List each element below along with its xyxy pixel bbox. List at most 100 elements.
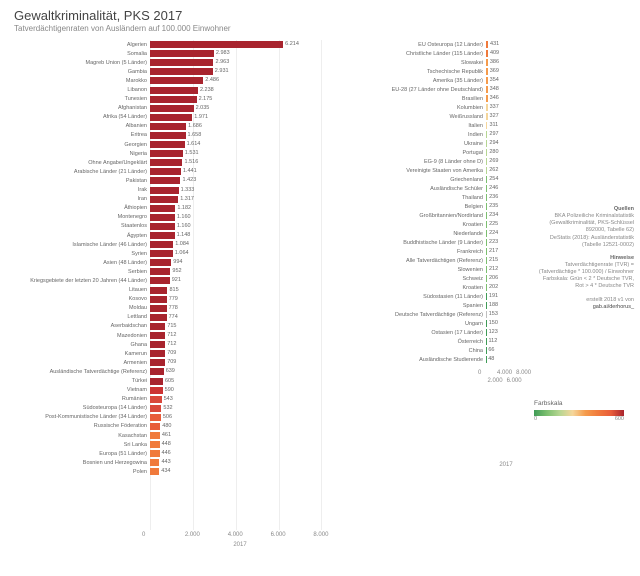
bar-row: Magreb Union (5 Länder)2.963 <box>0 58 340 67</box>
bar-area: 709 <box>150 359 330 366</box>
bar-row: Indien297 <box>348 130 528 139</box>
bar <box>150 87 198 94</box>
bar-row: Ausländische Tatverdächtige (Referenz)63… <box>0 367 340 376</box>
bar-area: 1.064 <box>150 250 330 257</box>
bar-label: Indien <box>348 132 486 138</box>
bar-label: Ausländische Tatverdächtige (Referenz) <box>0 369 150 375</box>
bar-row: Europa (51 Länder)446 <box>0 449 340 458</box>
bar <box>150 196 178 203</box>
bar-row: Ostasien (17 Länder)123 <box>348 328 528 337</box>
bar-area: 188 <box>486 302 526 309</box>
bar-value: 994 <box>173 259 182 265</box>
bar-label: Asien (48 Länder) <box>0 260 150 266</box>
chart-title: Gewaltkriminalität, PKS 2017 <box>14 8 182 23</box>
bar-label: Litauen <box>0 287 150 293</box>
bar-label: Ägypten <box>0 233 150 239</box>
bar-label: Kroatien <box>348 222 486 228</box>
bar <box>150 114 192 121</box>
bar-area: 153 <box>486 311 526 318</box>
bar-area: 1.148 <box>150 232 330 239</box>
bar-area: 327 <box>486 113 526 120</box>
bar-value: 66 <box>488 347 494 353</box>
bar-value: 446 <box>162 450 171 456</box>
bar-row: Kasachstan461 <box>0 431 340 440</box>
bar <box>150 105 194 112</box>
bar-label: Albanien <box>0 123 150 129</box>
bar <box>486 338 487 345</box>
bar-label: Äthiopien <box>0 205 150 211</box>
bar-area: 434 <box>150 468 330 475</box>
bar-area: 448 <box>150 441 330 448</box>
bar-value: 1.148 <box>177 232 191 238</box>
bar-value: 48 <box>488 356 494 362</box>
bar-area: 446 <box>150 450 330 457</box>
notes-source-1: BKA Polizeiliche Kriminalstatistik <box>534 213 634 220</box>
bar-row: Russische Föderation480 <box>0 422 340 431</box>
bar-value: 2.238 <box>200 87 214 93</box>
bar-area: 461 <box>150 432 330 439</box>
bar <box>150 296 167 303</box>
bar-value: 354 <box>490 77 499 83</box>
bar-area: 506 <box>150 414 330 421</box>
bar-label: Ghana <box>0 342 150 348</box>
bar-row: Polen434 <box>0 467 340 476</box>
bar-row: Gambia2.931 <box>0 67 340 76</box>
bar-value: 2.175 <box>199 96 213 102</box>
axis-tick: 6.000 <box>507 378 522 384</box>
bar <box>486 257 487 264</box>
bar-row: Weißrussland327 <box>348 112 528 121</box>
bar-area: 246 <box>486 185 526 192</box>
bar-label: Brasilien <box>348 96 486 102</box>
bar-area: 2.238 <box>150 87 330 94</box>
bar-row: Portugal280 <box>348 148 528 157</box>
bar <box>486 239 487 246</box>
bar-area: 224 <box>486 230 526 237</box>
bar-row: Pakistan1.423 <box>0 176 340 185</box>
bar-label: Amerika (35 Länder) <box>348 78 486 84</box>
bar-value: 2.486 <box>205 77 219 83</box>
bar-value: 191 <box>489 293 498 299</box>
bar-row: Mazedonien712 <box>0 331 340 340</box>
bar-area: 1.317 <box>150 196 330 203</box>
bar-area: 431 <box>486 41 526 48</box>
bar-row: Rumänien543 <box>0 395 340 404</box>
bar-row: Syrien1.064 <box>0 249 340 258</box>
bar-area: 112 <box>486 338 526 345</box>
bar-row: Lettland774 <box>0 313 340 322</box>
bar-value: 712 <box>167 341 176 347</box>
bar-label: Iran <box>0 196 150 202</box>
bar <box>150 459 159 466</box>
bar <box>486 176 487 183</box>
colorscale-tick-max: 600 <box>615 416 624 422</box>
bar <box>486 230 487 237</box>
notes-hints-header: Hinweise <box>534 255 634 262</box>
bar-area: 1.658 <box>150 132 330 139</box>
bar-label: Portugal <box>348 150 486 156</box>
bar-row: Asien (48 Länder) 994 <box>0 258 340 267</box>
bar-row: Ukraine294 <box>348 139 528 148</box>
bar <box>486 59 488 66</box>
axis-tick: 0 <box>478 370 481 376</box>
bar-label: Afrika (54 Länder) <box>0 114 150 120</box>
bar-row: Kroatien225 <box>348 220 528 229</box>
bar-label: Armenien <box>0 360 150 366</box>
bar <box>486 122 487 129</box>
bar <box>150 450 160 457</box>
bar-area: 712 <box>150 341 330 348</box>
bar-area: 815 <box>150 287 330 294</box>
notes-hint-2: Farbskala: Grün < 2 * Deutsche TVR, Rot … <box>534 276 634 290</box>
bar-label: Aserbaidschan <box>0 323 150 329</box>
bar-value: 225 <box>489 221 498 227</box>
bar-label: Tunesien <box>0 96 150 102</box>
bar-row: Spanien188 <box>348 301 528 310</box>
bar-value: 434 <box>161 468 170 474</box>
bar <box>486 302 487 309</box>
bar-label: EU-28 (27 Länder ohne Deutschland) <box>348 87 486 93</box>
bar-label: Sri Lanka <box>0 442 150 448</box>
bar-row: Kamerun709 <box>0 349 340 358</box>
bar-value: 297 <box>489 131 498 137</box>
bar-label: Vietnam <box>0 387 150 393</box>
bar-value: 778 <box>169 305 178 311</box>
bar <box>150 350 165 357</box>
notes-credit-2: gab.ai/derhorus_ <box>534 304 634 311</box>
